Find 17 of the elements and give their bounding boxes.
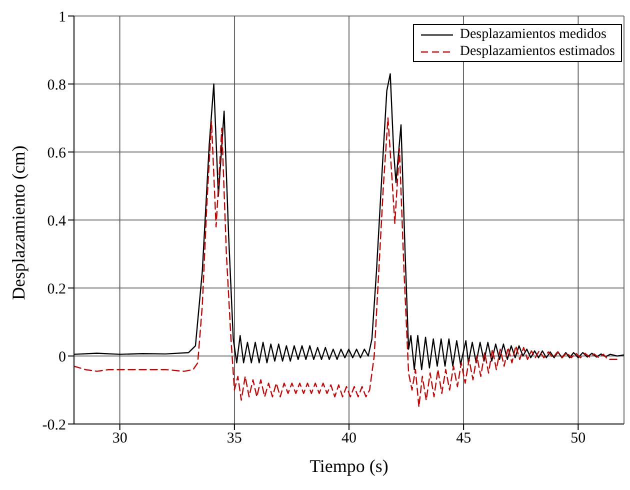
y-tick-label: 1 — [58, 9, 66, 26]
y-tick-label: 0.4 — [47, 213, 66, 230]
y-tick-label: 0.6 — [47, 145, 66, 162]
y-tick-label: -0.2 — [42, 417, 66, 434]
x-tick-label: 45 — [456, 430, 472, 447]
y-tick-label: 0.8 — [47, 77, 66, 94]
x-tick-label: 50 — [570, 430, 586, 447]
y-tick-label: 0 — [58, 349, 66, 366]
legend-label: Desplazamientos estimados — [460, 43, 615, 60]
x-axis-title: Tiempo (s) — [310, 456, 388, 476]
x-tick-label: 35 — [226, 430, 242, 447]
line-series — [74, 117, 618, 408]
x-tick-label: 30 — [112, 430, 128, 447]
legend-label: Desplazamientos medidos — [460, 26, 606, 43]
x-tick-label: 40 — [342, 430, 356, 447]
y-tick-label: 0.2 — [47, 281, 66, 298]
y-axis-title: Desplazamiento (cm) — [8, 146, 28, 300]
